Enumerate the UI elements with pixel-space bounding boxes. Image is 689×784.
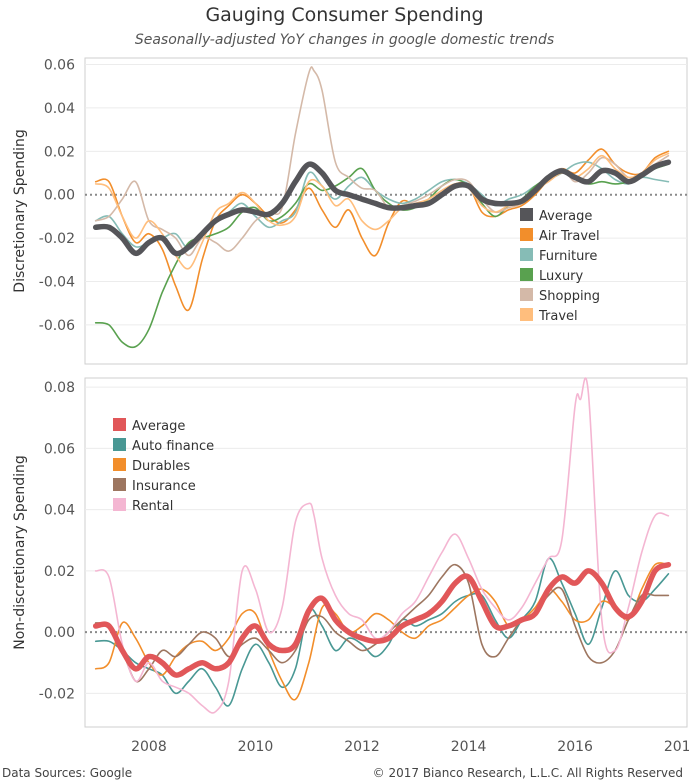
y-tick-label: 0.02 [44, 564, 75, 580]
y-tick-label: -0.02 [39, 231, 75, 247]
legend-swatch-durables [113, 458, 126, 471]
y-tick-label: 0.00 [44, 625, 75, 641]
series-line-air-travel [94, 148, 670, 312]
legend-label-air-travel: Air Travel [539, 229, 600, 244]
y-tick-label: 0.08 [44, 380, 75, 396]
legend-swatch-air-travel [520, 228, 533, 241]
y-tick-label: 0.00 [44, 188, 75, 204]
legend-swatch-average [520, 208, 533, 221]
legend-label-auto-finance: Auto finance [132, 439, 214, 454]
legend-swatch-rental [113, 498, 126, 511]
y-axis-label: Non-discretionary Spending [12, 455, 28, 649]
y-tick-label: 0.04 [44, 503, 75, 519]
y-axis-label: Discretionary Spending [12, 129, 28, 292]
panel-2: -0.02 0.00 0.02 0.04 0.06 0.08 Non-discretiona… [12, 377, 689, 755]
legend-swatch-auto-finance [113, 438, 126, 451]
y-tick-label: 0.06 [44, 58, 75, 74]
series-line-rental [94, 377, 670, 714]
y-tick-label: 0.06 [44, 441, 75, 457]
x-tick-label: 2016 [557, 739, 593, 755]
legend-swatch-average [113, 418, 126, 431]
x-tick-label: 2018 [664, 739, 689, 755]
series-line-average [92, 561, 672, 678]
copyright-note: © 2017 Bianco Research, L.L.C. All Right… [372, 766, 683, 780]
legend-label-luxury: Luxury [539, 269, 584, 284]
legend-swatch-furniture [520, 248, 533, 261]
y-tick-label: -0.06 [39, 318, 75, 334]
chart-subtitle: Seasonally-adjusted YoY changes in googl… [134, 32, 555, 48]
y-tick-label: -0.02 [39, 686, 75, 702]
legend-label-furniture: Furniture [539, 249, 597, 264]
y-tick-label: -0.04 [39, 275, 75, 291]
x-tick-label: 2012 [344, 739, 380, 755]
legend-label-rental: Rental [132, 499, 173, 514]
legend-label-travel: Travel [538, 309, 578, 324]
legend-label-insurance: Insurance [132, 479, 196, 494]
legend-swatch-shopping [520, 288, 533, 301]
legend-label-durables: Durables [132, 459, 190, 474]
x-tick-label: 2014 [451, 739, 487, 755]
x-tick-label: 2010 [238, 739, 274, 755]
plot-frame [84, 57, 688, 365]
series-line-auto-finance [94, 557, 670, 707]
series-line-average [92, 159, 672, 257]
legend-label-average: Average [539, 209, 592, 224]
panel-1: -0.06 -0.04 -0.02 0.00 0.02 0.04 0.06 Discretio… [12, 57, 688, 365]
legend-label-shopping: Shopping [539, 289, 600, 304]
data-source-note: Data Sources: Google [2, 766, 133, 780]
legend-swatch-travel [520, 308, 533, 321]
x-tick-label: 2008 [131, 739, 167, 755]
y-tick-label: 0.02 [44, 144, 75, 160]
legend-label-average: Average [132, 419, 185, 434]
chart-title: Gauging Consumer Spending [205, 4, 484, 26]
y-tick-label: 0.04 [44, 101, 75, 117]
legend-swatch-luxury [520, 268, 533, 281]
legend-swatch-insurance [113, 478, 126, 491]
